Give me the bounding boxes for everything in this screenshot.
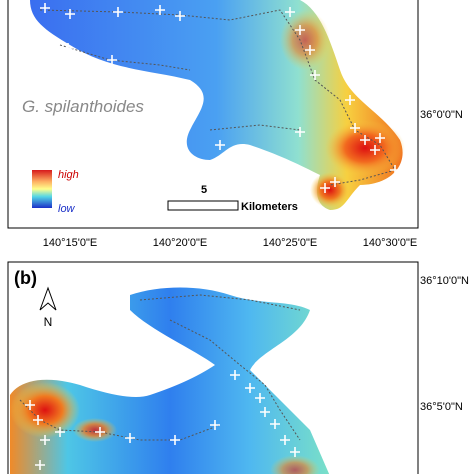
- site-marker: [290, 447, 300, 457]
- lon-label: 140°20'0"E: [153, 237, 207, 249]
- site-marker: [245, 383, 255, 393]
- site-marker: [270, 419, 280, 429]
- site-marker: [113, 7, 123, 17]
- site-marker: [55, 427, 65, 437]
- site-marker: [390, 165, 400, 175]
- site-marker: [285, 7, 295, 17]
- lat-label: 36°10'0"N: [420, 275, 469, 287]
- scale-distance: 5: [201, 184, 207, 196]
- site-marker: [295, 127, 305, 137]
- hotspot: [73, 418, 117, 442]
- site-marker: [375, 133, 385, 143]
- site-marker: [330, 177, 340, 187]
- legend-ramp: [32, 170, 52, 208]
- lat-label: 36°0'0"N: [420, 109, 463, 121]
- hotspot: [10, 382, 80, 438]
- scale-bar: [167, 200, 239, 211]
- site-marker: [360, 135, 370, 145]
- site-marker: [350, 123, 360, 133]
- site-marker: [230, 370, 240, 380]
- site-marker: [280, 435, 290, 445]
- site-marker: [33, 415, 43, 425]
- panel-label: (b): [14, 268, 37, 288]
- lon-label: 140°15'0"E: [43, 237, 97, 249]
- site-marker: [95, 427, 105, 437]
- site-marker: [370, 145, 380, 155]
- north-label: N: [44, 315, 53, 329]
- site-marker: [295, 25, 305, 35]
- site-marker: [65, 9, 75, 19]
- site-marker: [125, 433, 135, 443]
- hotspot: [280, 10, 330, 70]
- lon-label: 140°25'0"E: [263, 237, 317, 249]
- species-label: G. spilanthoides: [22, 97, 144, 116]
- site-marker: [35, 460, 45, 470]
- site-marker: [175, 11, 185, 21]
- site-marker: [255, 393, 265, 403]
- site-marker: [40, 435, 50, 445]
- site-marker: [320, 183, 330, 193]
- lat-label: 36°5'0"N: [420, 401, 463, 413]
- site-marker: [310, 70, 320, 80]
- site-marker: [40, 3, 50, 13]
- site-marker: [215, 140, 225, 150]
- legend-high: high: [58, 169, 79, 181]
- scale-unit: Kilometers: [241, 201, 298, 213]
- hotspot: [270, 455, 320, 474]
- site-marker: [155, 5, 165, 15]
- sample-sites: [40, 3, 400, 193]
- site-marker: [63, 43, 73, 53]
- north-arrow: [39, 286, 57, 311]
- hotspot: [325, 120, 405, 176]
- sample-sites: [25, 370, 300, 470]
- site-marker: [170, 435, 180, 445]
- site-marker: [345, 95, 355, 105]
- lon-label: 140°30'0"E: [363, 237, 417, 249]
- site-marker: [210, 420, 220, 430]
- site-marker: [260, 407, 270, 417]
- site-marker: [305, 45, 315, 55]
- site-marker: [25, 400, 35, 410]
- hotspot: [310, 172, 350, 208]
- site-marker: [107, 55, 117, 65]
- legend-low: low: [58, 203, 76, 215]
